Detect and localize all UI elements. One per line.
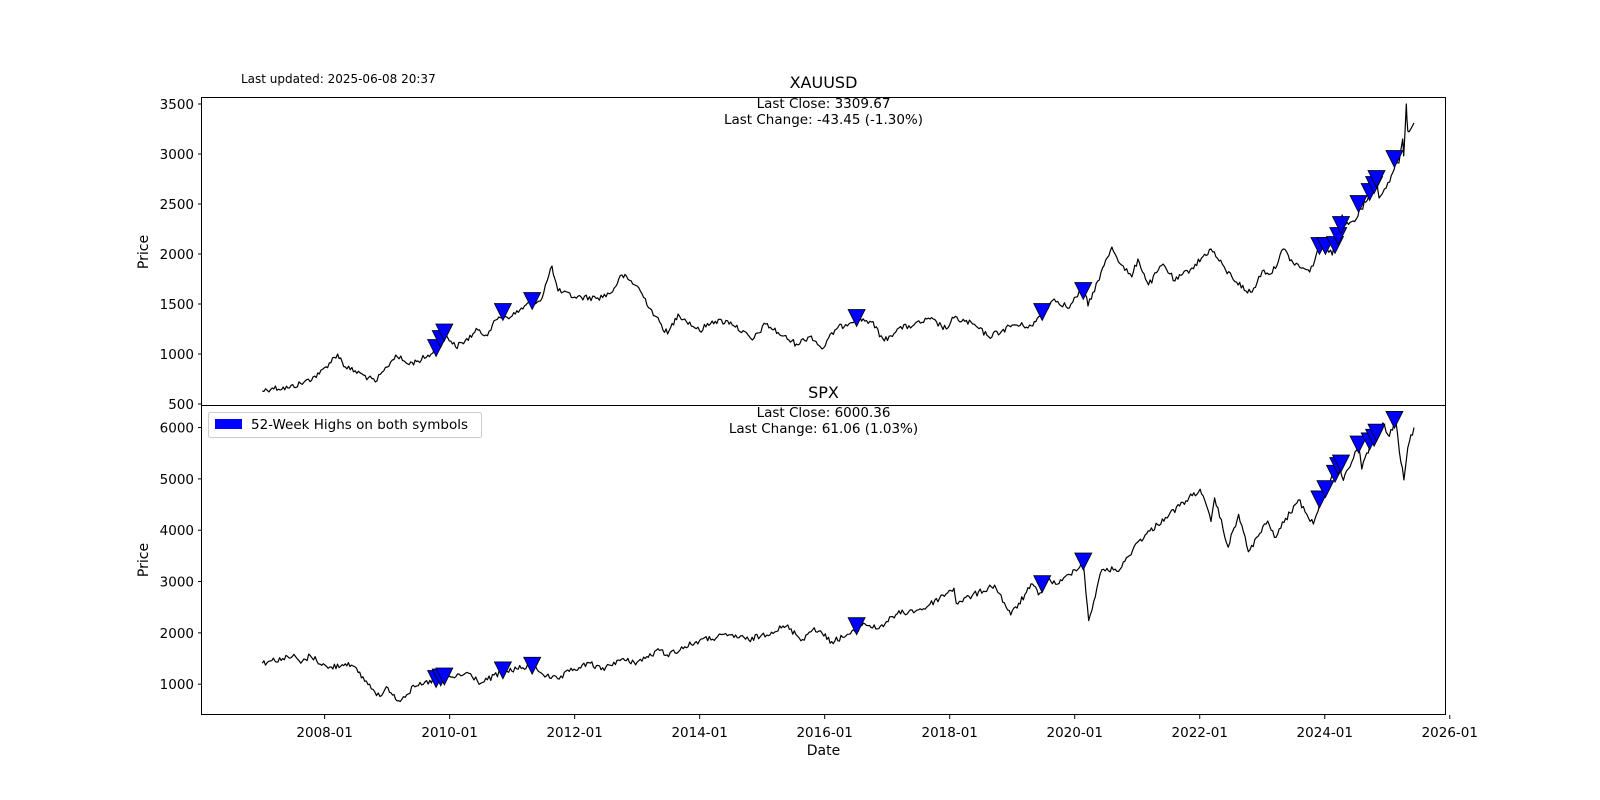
panel-xauusd: XAUUSD 500 1000 1500 2000 2500 3000 3500 Price… — [136, 73, 1446, 413]
spx-y-tick-label: 5000 — [160, 472, 194, 488]
xauusd-ylabel: Price — [136, 235, 152, 269]
spx-marker — [1316, 480, 1335, 499]
xauusd-y-axis: 500 1000 1500 2000 2500 3000 3500 — [160, 97, 202, 413]
x-tick-label: 2016-01 — [796, 725, 852, 741]
spx-marker — [1349, 435, 1368, 454]
xauusd-y-tick-label: 2000 — [160, 247, 194, 263]
spx-marker — [1033, 575, 1052, 594]
spx-y-tick-label: 6000 — [160, 421, 194, 437]
spx-last-change: Last Change: 61.06 (1.03%) — [729, 421, 918, 437]
legend-label: 52-Week Highs on both symbols — [251, 417, 468, 433]
xauusd-marker — [1385, 150, 1404, 169]
x-tick-label: 2022-01 — [1172, 725, 1228, 741]
spx-y-axis: 1000 2000 3000 4000 5000 6000 — [160, 421, 202, 693]
legend-swatch — [215, 419, 242, 429]
spx-marker — [1310, 490, 1329, 509]
xauusd-marker — [1367, 170, 1386, 189]
xauusd-marker — [435, 323, 454, 342]
x-axis: 2008-01 2010-01 2012-01 2014-01 2016-01 2018-… — [296, 715, 1478, 741]
spx-marker — [1074, 552, 1093, 571]
x-tick-label: 2010-01 — [421, 725, 477, 741]
x-tick-label: 2024-01 — [1297, 725, 1353, 741]
xauusd-y-tick-label: 1000 — [160, 347, 194, 363]
xauusd-marker-group — [426, 150, 1404, 358]
xauusd-last-close: Last Close: 3309.67 — [757, 96, 891, 112]
xauusd-price-line — [262, 103, 1415, 393]
spx-marker — [435, 667, 454, 686]
x-tick-label: 2014-01 — [671, 725, 727, 741]
xauusd-y-tick-label: 3000 — [160, 147, 194, 163]
x-tick-label: 2020-01 — [1047, 725, 1103, 741]
spx-price-line — [261, 419, 1415, 703]
spx-marker-group — [426, 410, 1404, 689]
xauusd-y-tick-label: 500 — [168, 397, 194, 413]
xauusd-plot-area — [262, 103, 1415, 393]
spx-last-close: Last Close: 6000.36 — [757, 405, 891, 421]
xauusd-marker — [1074, 282, 1093, 301]
spx-y-tick-label: 3000 — [160, 575, 194, 591]
x-tick-label: 2008-01 — [296, 725, 352, 741]
xauusd-last-change: Last Change: -43.45 (-1.30%) — [724, 112, 923, 128]
spx-ylabel: Price — [136, 543, 152, 577]
spx-y-tick-label: 1000 — [160, 677, 194, 693]
xauusd-marker — [847, 309, 866, 328]
x-tick-label: 2018-01 — [921, 725, 977, 741]
spx-plot-area — [261, 410, 1415, 703]
xauusd-y-tick-label: 2500 — [160, 197, 194, 213]
xauusd-marker — [1033, 303, 1052, 322]
xauusd-marker — [1331, 216, 1351, 235]
legend-frame — [208, 412, 482, 438]
legend: 52-Week Highs on both symbols — [208, 412, 482, 438]
spx-marker — [1331, 454, 1351, 473]
spx-y-tick-label: 2000 — [160, 626, 194, 642]
spx-marker — [523, 656, 542, 676]
xauusd-marker — [523, 292, 542, 311]
spx-marker — [493, 661, 513, 680]
xauusd-y-tick-label: 1500 — [160, 297, 194, 313]
x-axis-label: Date — [807, 743, 840, 759]
xauusd-marker — [1349, 195, 1368, 214]
xauusd-y-tick-label: 3500 — [160, 97, 194, 113]
spx-title: SPX — [808, 383, 839, 402]
panel-spx: SPX 1000 2000 3000 4000 5000 6000 Price Last … — [136, 383, 1446, 715]
spx-marker — [1385, 410, 1404, 430]
xauusd-marker — [493, 303, 513, 322]
x-tick-label: 2026-01 — [1422, 725, 1478, 741]
last-updated-text: Last updated: 2025-06-08 20:37 — [241, 72, 436, 86]
spx-marker — [847, 617, 866, 636]
spx-marker — [1367, 423, 1386, 443]
spx-y-tick-label: 4000 — [160, 523, 194, 539]
x-tick-label: 2012-01 — [546, 725, 602, 741]
xauusd-title: XAUUSD — [790, 73, 858, 92]
spx-axes-frame — [201, 405, 1446, 715]
